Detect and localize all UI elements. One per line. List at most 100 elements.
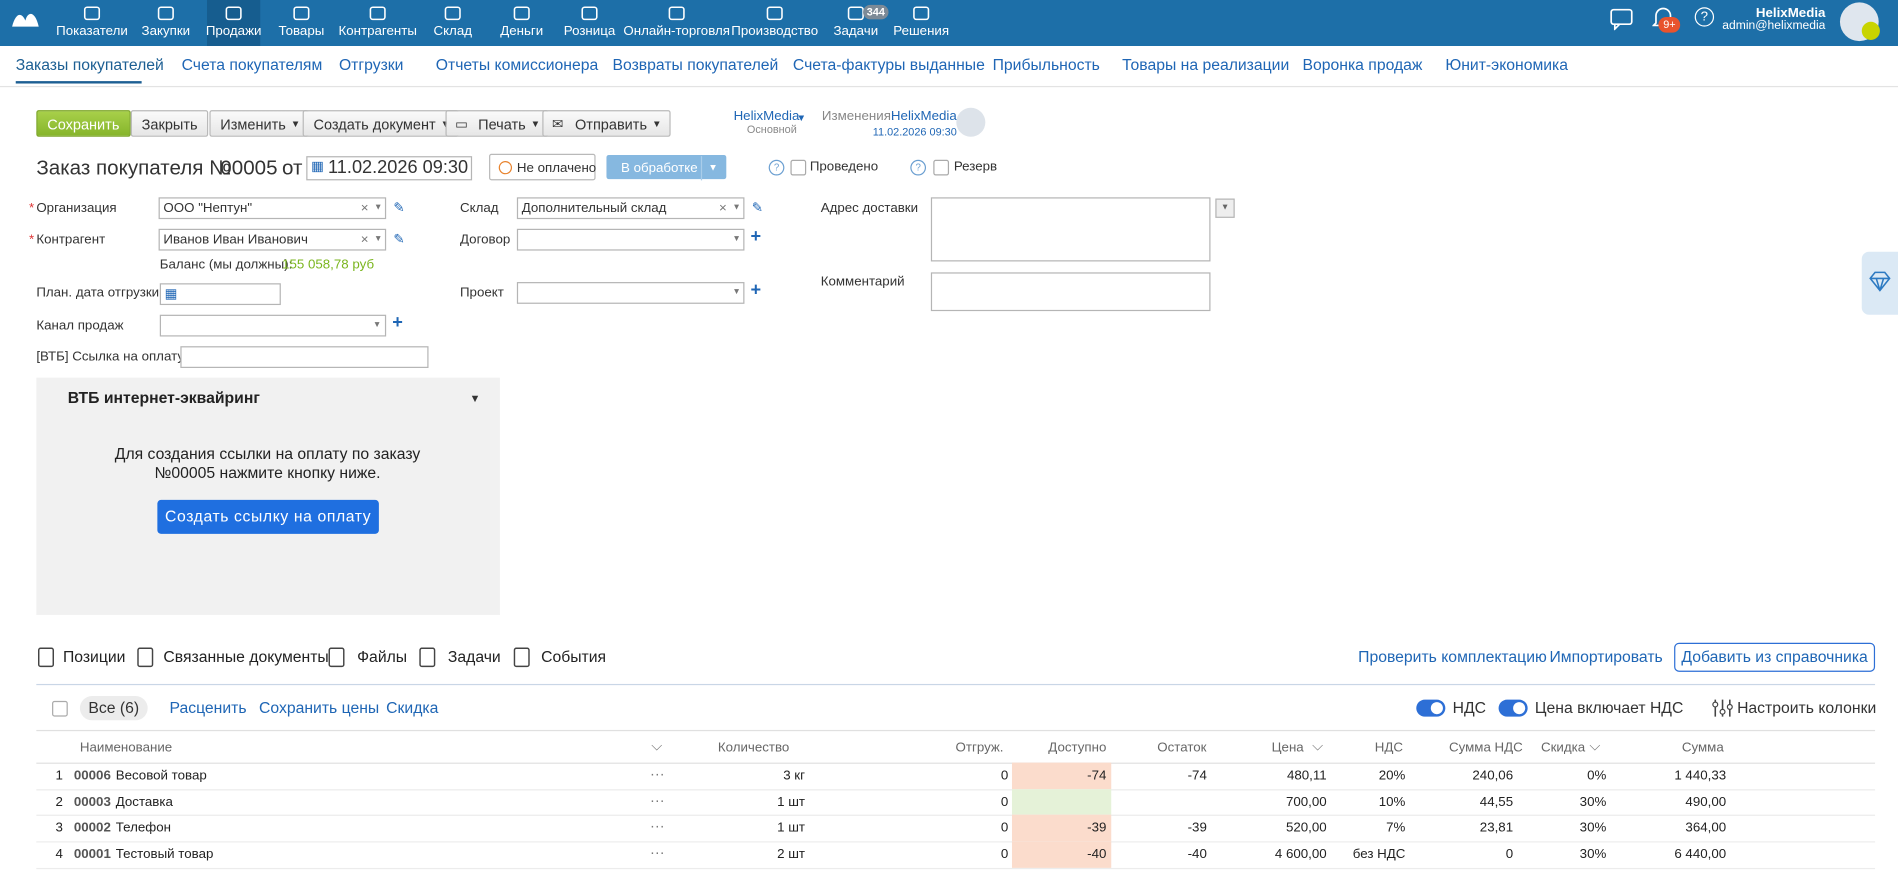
- side-widget[interactable]: [1861, 251, 1898, 315]
- column-header[interactable]: Сумма НДС: [1449, 740, 1523, 756]
- tab[interactable]: События: [541, 647, 607, 666]
- add-button[interactable]: Добавить из справочника: [1674, 642, 1876, 672]
- tab[interactable]: Связанные документы: [163, 647, 329, 666]
- nav-item[interactable]: Товары: [278, 24, 325, 39]
- item-code[interactable]: 00006: [73, 768, 111, 784]
- column-header[interactable]: Доступно: [1048, 740, 1107, 756]
- cell-name[interactable]: Тестовый товар: [115, 847, 214, 862]
- cell-name[interactable]: Доставка: [115, 794, 173, 810]
- vtb-button[interactable]: Создать ссылку на оплату: [157, 499, 379, 534]
- column-header[interactable]: Отгруж.: [955, 740, 1004, 756]
- row-menu[interactable]: ···: [650, 843, 665, 861]
- help-icon[interactable]: ?: [768, 159, 785, 176]
- price-vat-toggle[interactable]: [1498, 699, 1528, 717]
- counterparty-input[interactable]: Иванов Иван Иванович × ▼: [158, 228, 387, 251]
- sub-nav-item[interactable]: Отчеты комиссионера: [435, 55, 599, 74]
- nav-item[interactable]: Задачи: [833, 24, 879, 39]
- doc-date-input[interactable]: ▦ 11.02.2026 09:30: [306, 156, 473, 181]
- check-link[interactable]: Проверить комплектацию: [1358, 647, 1547, 666]
- edit-button[interactable]: Изменить ▼: [209, 110, 309, 137]
- nav-item[interactable]: Производство: [731, 24, 819, 39]
- edit-icon[interactable]: ✎: [393, 200, 405, 216]
- sub-nav-item[interactable]: Отгрузки: [338, 55, 404, 74]
- edit-icon[interactable]: ✎: [393, 232, 405, 247]
- add-icon[interactable]: +: [750, 279, 762, 301]
- tab[interactable]: Задачи: [447, 647, 501, 666]
- save-prices-link[interactable]: Сохранить цены: [259, 698, 380, 717]
- column-header[interactable]: Цена: [1271, 740, 1304, 756]
- column-header[interactable]: Скидка: [1540, 740, 1586, 756]
- user-name[interactable]: HelixMedia: [1755, 6, 1826, 21]
- vtb-link-input[interactable]: [180, 346, 429, 368]
- nav-item[interactable]: Закупки: [141, 24, 191, 39]
- tab[interactable]: Позиции: [62, 647, 126, 666]
- sub-nav-item[interactable]: Возвраты покупателей: [612, 55, 779, 74]
- sub-nav-item[interactable]: Счета-фактуры выданные: [792, 55, 985, 74]
- address-input[interactable]: [930, 197, 1211, 262]
- payment-button[interactable]: Не оплачено: [489, 153, 596, 181]
- comment-input[interactable]: [930, 272, 1211, 312]
- owner[interactable]: HelixMedia: [733, 108, 800, 124]
- nav-item[interactable]: Продажи: [205, 24, 262, 39]
- chat-icon[interactable]: [1610, 8, 1634, 31]
- add-icon[interactable]: +: [392, 312, 403, 333]
- cell-name[interactable]: Весовой товар: [115, 768, 207, 784]
- ship-date-input[interactable]: ▦: [159, 283, 281, 306]
- select-all[interactable]: [52, 700, 68, 717]
- column-header[interactable]: Остаток: [1157, 740, 1207, 756]
- edit-icon[interactable]: ✎: [751, 200, 763, 216]
- posted-checkbox[interactable]: [790, 159, 807, 176]
- sub-nav-item[interactable]: Товары на реализации: [1122, 55, 1290, 74]
- nav-item[interactable]: Решения: [893, 24, 950, 39]
- send-button[interactable]: ✉ Отправить ▼: [542, 110, 671, 137]
- close-button[interactable]: Закрыть: [130, 110, 209, 137]
- organization-input[interactable]: ООО "Нептун" × ▼: [158, 197, 387, 220]
- sub-nav-item[interactable]: Воронка продаж: [1302, 55, 1423, 74]
- nav-item[interactable]: Онлайн-торговля: [623, 24, 730, 39]
- channel-input[interactable]: ▼: [159, 314, 387, 337]
- changes-user[interactable]: HelixMedia: [890, 108, 957, 124]
- address-dropdown[interactable]: ▼: [1215, 198, 1235, 218]
- nav-item[interactable]: Склад: [433, 24, 473, 39]
- column-header[interactable]: НДС: [1374, 740, 1403, 756]
- sub-nav-item[interactable]: Прибыльность: [992, 55, 1100, 74]
- vtb-caret[interactable]: ▼: [469, 392, 481, 405]
- item-code[interactable]: 00003: [73, 794, 111, 810]
- save-button[interactable]: Сохранить: [36, 110, 131, 137]
- logo[interactable]: [11, 8, 40, 27]
- item-code[interactable]: 00001: [73, 847, 111, 862]
- row-menu[interactable]: ···: [650, 791, 665, 809]
- vat-toggle[interactable]: [1416, 699, 1446, 717]
- nav-item[interactable]: Показатели: [56, 24, 128, 39]
- reprice-link[interactable]: Расценить: [169, 698, 247, 717]
- nav-item[interactable]: Деньги: [500, 24, 544, 39]
- columns-icon[interactable]: [1712, 697, 1734, 719]
- cell-name[interactable]: Телефон: [115, 820, 171, 836]
- sub-nav-item[interactable]: Юнит-экономика: [1445, 55, 1569, 74]
- item-code[interactable]: 00002: [73, 820, 111, 836]
- tab[interactable]: Файлы: [357, 647, 408, 666]
- column-header[interactable]: Наименование: [79, 740, 173, 756]
- help-icon[interactable]: ?: [1694, 7, 1715, 27]
- column-header[interactable]: Количество: [717, 740, 790, 756]
- sub-nav-item[interactable]: Заказы покупателей: [15, 55, 164, 74]
- warehouse-input[interactable]: Дополнительный склад × ▼: [516, 197, 745, 220]
- nav-item[interactable]: Контрагенты: [338, 24, 417, 39]
- column-header[interactable]: Сумма: [1681, 740, 1724, 756]
- create-button[interactable]: Создать документ▼: [302, 110, 459, 137]
- status-button[interactable]: В обработке ▼: [606, 154, 727, 181]
- doc-number[interactable]: 00005: [220, 156, 278, 180]
- filter-all[interactable]: Все (6): [79, 696, 148, 721]
- reserve-checkbox[interactable]: [933, 159, 950, 176]
- discount-link[interactable]: Скидка: [386, 698, 439, 717]
- print-button[interactable]: ▭ Печать ▼: [445, 110, 549, 137]
- columns-setup[interactable]: Настроить колонки: [1737, 698, 1877, 717]
- sub-nav-item[interactable]: Счета покупателям: [181, 55, 323, 74]
- row-menu[interactable]: ···: [650, 765, 665, 782]
- add-icon[interactable]: +: [750, 226, 762, 247]
- import-link[interactable]: Импортировать: [1549, 647, 1663, 666]
- nav-item[interactable]: Розница: [563, 24, 616, 39]
- help-icon[interactable]: ?: [910, 159, 927, 176]
- row-menu[interactable]: ···: [650, 817, 665, 835]
- project-input[interactable]: ▼: [516, 282, 745, 304]
